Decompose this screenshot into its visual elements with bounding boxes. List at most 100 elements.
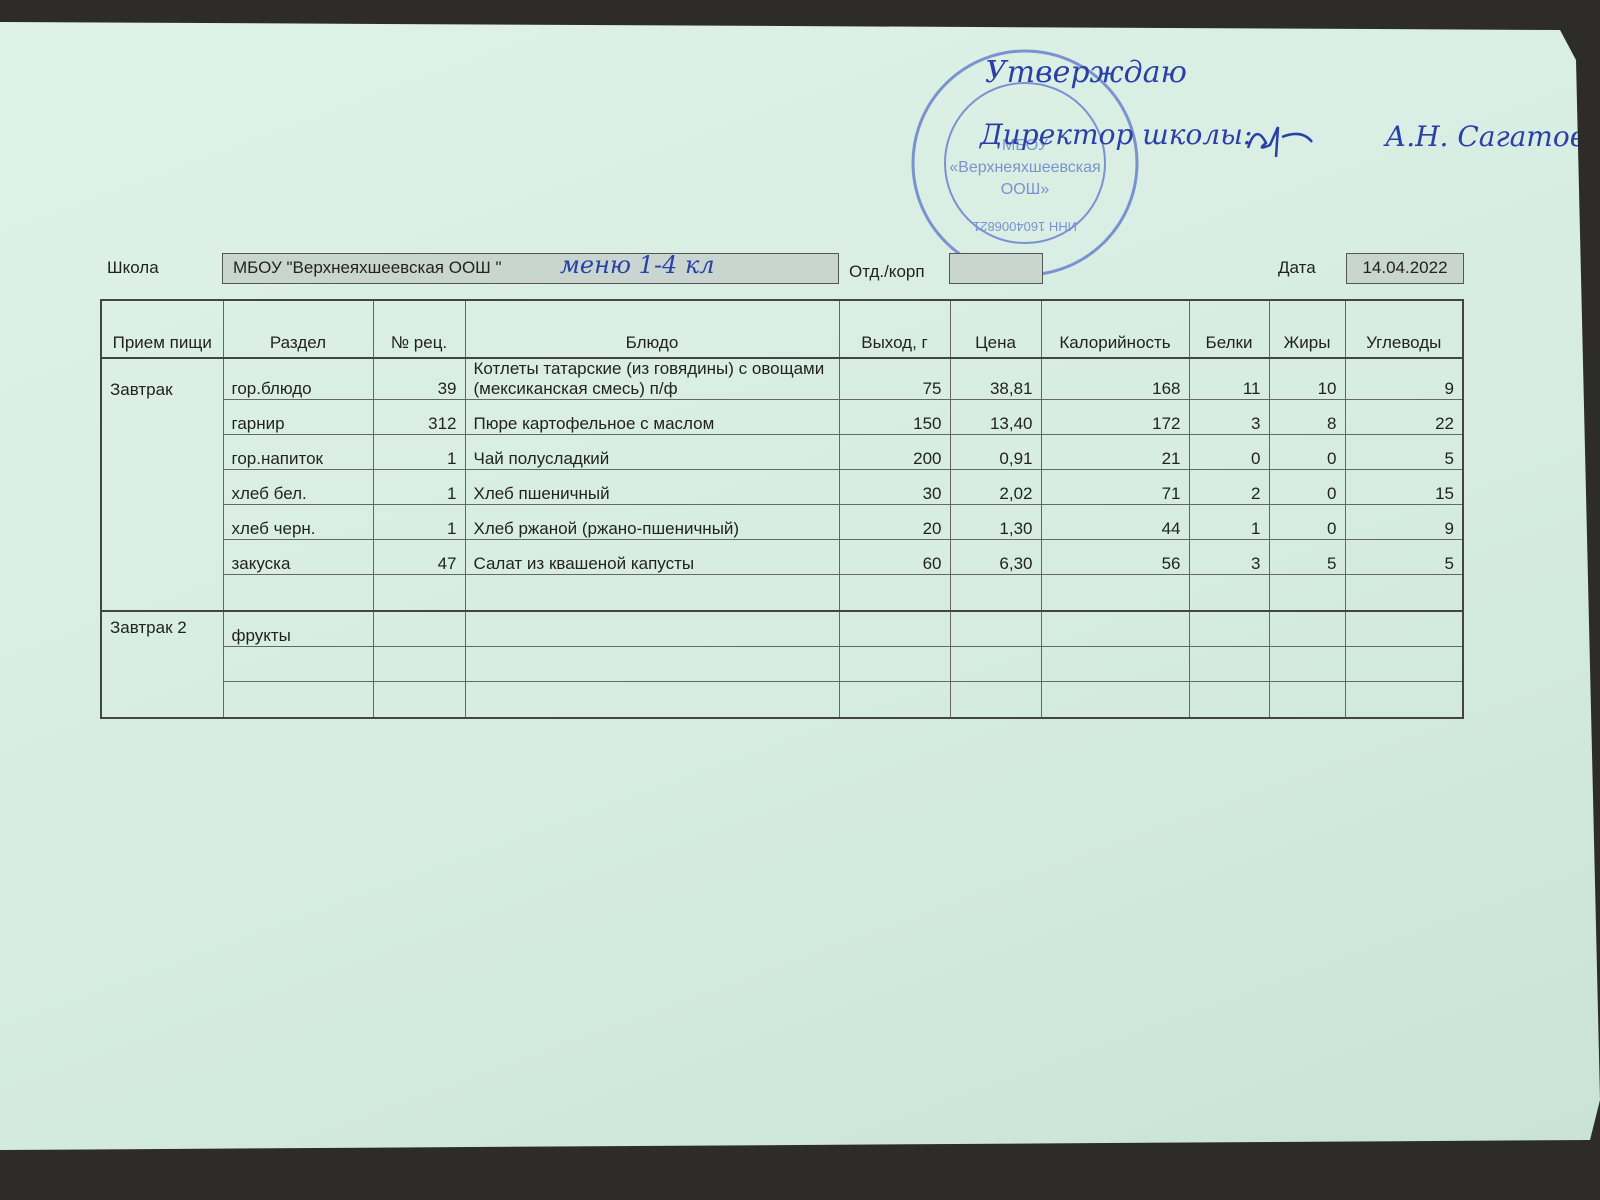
stamp-text: «Верхнеяхшеевская	[949, 159, 1100, 176]
approval-name: А.Н. Сагатов	[1385, 120, 1586, 153]
column-header: Калорийность	[1040, 299, 1190, 359]
cell-text: 168	[1152, 379, 1181, 398]
column-header: Белки	[1188, 299, 1270, 359]
table-cell: 13,40	[949, 399, 1042, 435]
cell-text: 9	[1444, 379, 1454, 398]
table-cell: 312	[372, 399, 466, 435]
table-cell: 1,30	[949, 504, 1042, 540]
table-cell: 11	[1188, 357, 1270, 400]
table-cell	[1344, 681, 1464, 718]
stamp-inner-ring	[944, 82, 1106, 244]
table-cell: 21	[1040, 434, 1190, 470]
table-cell: 9	[1344, 357, 1464, 400]
table-cell: 1	[372, 469, 466, 505]
meal-cell	[100, 646, 224, 682]
table-cell: 2,02	[949, 469, 1042, 505]
cell-text: гор.напиток	[231, 449, 324, 468]
stamp-text: ИНН 1604006821	[973, 219, 1077, 234]
table-cell	[464, 681, 840, 718]
cell-text: 8	[1327, 414, 1337, 433]
cell-text: 13,40	[989, 414, 1033, 433]
cell-text: 9	[1444, 519, 1454, 538]
cell-text: 1	[447, 449, 457, 468]
cell-text: гарнир	[231, 414, 285, 433]
table-cell: 5	[1344, 539, 1464, 575]
cell-text: 5	[1444, 554, 1454, 573]
table-cell: 5	[1344, 434, 1464, 470]
table-cell	[1268, 646, 1346, 682]
table-cell: 30	[838, 469, 951, 505]
table-cell	[1344, 574, 1464, 611]
table-cell: 200	[838, 434, 951, 470]
cell-text: 38,81	[989, 379, 1033, 398]
table-cell: 10	[1268, 357, 1346, 400]
table-cell	[1188, 574, 1270, 611]
table-cell: 1	[372, 434, 466, 470]
table-cell: фрукты	[222, 609, 374, 647]
column-header: Блюдо	[464, 299, 840, 359]
table-row: закуска 47 Салат из квашеной капусты 60 6,30…	[100, 539, 1464, 575]
table-cell: хлеб черн.	[222, 504, 374, 540]
table-cell	[1188, 681, 1270, 718]
column-header: № рец.	[372, 299, 466, 359]
cell-text: 5	[1327, 554, 1337, 573]
cell-text: 1	[447, 519, 457, 538]
cell-text: 0	[1327, 449, 1337, 468]
table-cell	[1268, 681, 1346, 718]
table-cell	[1040, 574, 1190, 611]
meal-cell	[100, 434, 224, 470]
table-row	[100, 646, 1464, 682]
meal-cell: Завтрак 2	[100, 609, 224, 647]
table-cell: Салат из квашеной капусты	[464, 539, 840, 575]
cell-text: 1	[447, 484, 457, 503]
table-cell: гор.напиток	[222, 434, 374, 470]
meal-cell	[100, 504, 224, 540]
table-cell: 0	[1188, 434, 1270, 470]
table-cell: 0	[1268, 434, 1346, 470]
cell-text: 0	[1327, 484, 1337, 503]
table-row: хлеб черн. 1 Хлеб ржаной (ржано-пшеничный)…	[100, 504, 1464, 540]
table-cell: 2	[1188, 469, 1270, 505]
table-cell: 5	[1268, 539, 1346, 575]
table-cell: гарнир	[222, 399, 374, 435]
stamp-text: ООШ»	[1001, 181, 1050, 198]
table-cell: 1	[1188, 504, 1270, 540]
table-row	[100, 681, 1464, 718]
table-cell: 3	[1188, 539, 1270, 575]
cell-text: 71	[1161, 484, 1181, 503]
meal-cell: Завтрак	[100, 357, 224, 400]
table-cell	[464, 646, 840, 682]
handwritten-note: меню 1-4 кл	[560, 251, 715, 279]
table-cell	[838, 609, 951, 647]
approval-position: Директор школы:	[980, 118, 1253, 151]
table-cell: 168	[1040, 357, 1190, 400]
stamp-text: МБОУ	[1002, 137, 1049, 154]
table-cell: 0,91	[949, 434, 1042, 470]
table-cell: Чай полусладкий	[464, 434, 840, 470]
cell-text: 3	[1251, 554, 1261, 573]
menu-table: Прием пищи Раздел № рец. Блюдо Выход, г Цена К…	[100, 299, 1464, 719]
cell-text: Салат из квашеной капусты	[473, 554, 695, 573]
table-cell: Котлеты татарские (из говядины) с овощам…	[464, 357, 840, 400]
table-cell: 20	[838, 504, 951, 540]
cell-text: 10	[1317, 379, 1337, 398]
cell-text: 47	[437, 554, 457, 573]
table-cell	[222, 681, 374, 718]
table-cell	[1344, 646, 1464, 682]
table-cell	[838, 574, 951, 611]
meal-cell	[100, 469, 224, 505]
table-cell: 9	[1344, 504, 1464, 540]
cell-text: 60	[922, 554, 942, 573]
cell-text: Хлеб ржаной (ржано-пшеничный)	[473, 519, 740, 538]
school-field: МБОУ "Верхнеяхшеевская ООШ "	[222, 253, 839, 284]
cell-text: 15	[1435, 484, 1454, 503]
table-cell: 39	[372, 357, 466, 400]
cell-text: 0	[1251, 449, 1261, 468]
table-cell	[949, 574, 1042, 611]
table-cell	[372, 609, 466, 647]
table-cell	[1040, 609, 1190, 647]
column-header: Раздел	[222, 299, 374, 359]
cell-text: 3	[1251, 414, 1261, 433]
cell-text: 172	[1152, 414, 1181, 433]
